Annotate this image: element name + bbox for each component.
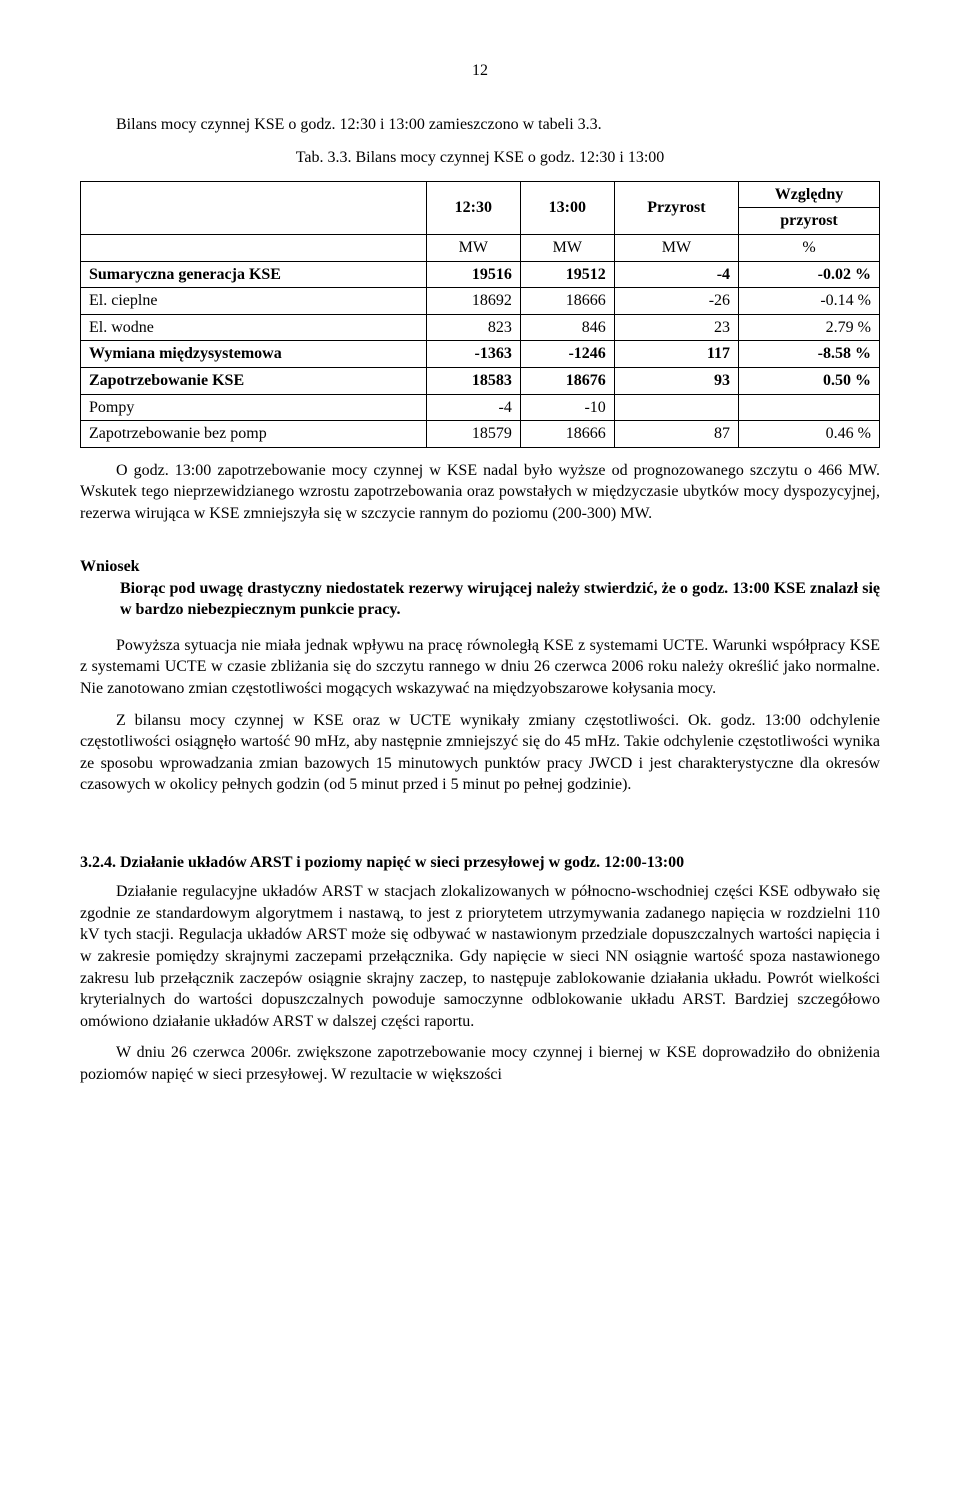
table-row-label: El. wodne <box>81 314 427 341</box>
table-head-blank <box>81 181 427 234</box>
table-unit-cell: % <box>739 234 880 261</box>
table-cell: 87 <box>614 421 738 448</box>
table-cell: -0.14 % <box>739 288 880 315</box>
table-cell: -10 <box>520 394 614 421</box>
table-unit-cell: MW <box>426 234 520 261</box>
table-cell: -4 <box>614 261 738 288</box>
table-head-cell: 12:30 <box>426 181 520 234</box>
table-unit-cell: MW <box>520 234 614 261</box>
table-cell: -26 <box>614 288 738 315</box>
table-head-cell: przyrost <box>739 208 880 235</box>
table-cell: 18692 <box>426 288 520 315</box>
table-cell: 19516 <box>426 261 520 288</box>
table-cell: -8.58 % <box>739 341 880 368</box>
table-cell: 93 <box>614 367 738 394</box>
table-cell: 0.50 % <box>739 367 880 394</box>
wniosek-block: Wniosek Biorąc pod uwagę drastyczny nied… <box>80 556 880 621</box>
table-cell: 117 <box>614 341 738 368</box>
table-cell: 23 <box>614 314 738 341</box>
para-ucte-2: Z bilansu mocy czynnej w KSE oraz w UCTE… <box>80 710 880 796</box>
table-cell <box>614 394 738 421</box>
table-cell: 18579 <box>426 421 520 448</box>
balance-table: 12:3013:00PrzyrostWzględnyprzyrostMWMWMW… <box>80 181 880 448</box>
table-caption: Tab. 3.3. Bilans mocy czynnej KSE o godz… <box>80 147 880 169</box>
table-cell: 823 <box>426 314 520 341</box>
table-row-label: Wymiana międzysystemowa <box>81 341 427 368</box>
table-head-cell: 13:00 <box>520 181 614 234</box>
wniosek-body: Biorąc pod uwagę drastyczny niedostatek … <box>120 578 880 621</box>
table-cell: 19512 <box>520 261 614 288</box>
table-cell: 0.46 % <box>739 421 880 448</box>
wniosek-label: Wniosek <box>80 556 880 578</box>
table-cell: 18676 <box>520 367 614 394</box>
table-row-label: Pompy <box>81 394 427 421</box>
table-row-label: Zapotrzebowanie bez pomp <box>81 421 427 448</box>
table-head-cell: Względny <box>739 181 880 208</box>
table-cell: 18666 <box>520 421 614 448</box>
para-arst-1: Działanie regulacyjne układów ARST w sta… <box>80 881 880 1032</box>
table-cell <box>739 394 880 421</box>
page-number: 12 <box>80 60 880 82</box>
table-head-cell: Przyrost <box>614 181 738 234</box>
table-cell: 2.79 % <box>739 314 880 341</box>
table-cell: -0.02 % <box>739 261 880 288</box>
table-row-label: Sumaryczna generacja KSE <box>81 261 427 288</box>
table-unit-cell: MW <box>614 234 738 261</box>
table-cell: -4 <box>426 394 520 421</box>
para-arst-2: W dniu 26 czerwca 2006r. zwiększone zapo… <box>80 1042 880 1085</box>
table-head-blank <box>81 234 427 261</box>
table-cell: 18583 <box>426 367 520 394</box>
table-row-label: Zapotrzebowanie KSE <box>81 367 427 394</box>
after-table-paragraph: O godz. 13:00 zapotrzebowanie mocy czynn… <box>80 460 880 525</box>
section-3-2-4-title: 3.2.4. Działanie układów ARST i poziomy … <box>80 852 880 874</box>
table-row-label: El. cieplne <box>81 288 427 315</box>
table-cell: -1363 <box>426 341 520 368</box>
intro-line: Bilans mocy czynnej KSE o godz. 12:30 i … <box>80 114 880 136</box>
table-cell: 846 <box>520 314 614 341</box>
para-ucte-1: Powyższa sytuacja nie miała jednak wpływ… <box>80 635 880 700</box>
table-cell: 18666 <box>520 288 614 315</box>
table-cell: -1246 <box>520 341 614 368</box>
